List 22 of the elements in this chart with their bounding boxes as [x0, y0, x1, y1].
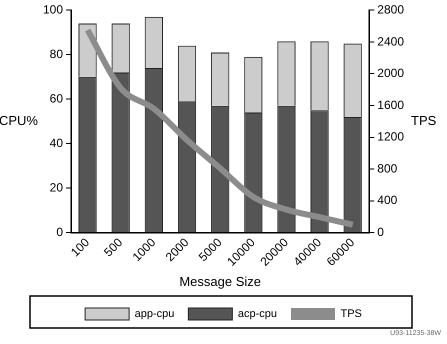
x-axis-title: Message Size [179, 274, 261, 289]
y2-tick-label: 2800 [377, 2, 404, 17]
legend-label: app-cpu [134, 308, 174, 320]
y2-tick-label: 2000 [377, 66, 404, 80]
y-axis-title: CPU% [0, 112, 38, 128]
y2-tick-label: 800 [377, 161, 398, 176]
y-tick-label: 0 [56, 224, 64, 239]
y-tick-label: 100 [42, 2, 64, 17]
y2-tick-label: 0 [377, 224, 384, 239]
y-tick-label: 40 [50, 136, 64, 150]
legend-label: TPS [340, 308, 362, 320]
y-tick-label: 60 [50, 91, 64, 106]
y-tick-label: 20 [50, 180, 64, 194]
y2-tick-label: 2400 [377, 34, 404, 48]
y2-tick-label: 400 [377, 193, 398, 208]
legend-label: acp-cpu [238, 308, 278, 320]
x-tick-label: 100 [68, 235, 92, 260]
y2-tick-label: 1600 [377, 98, 404, 112]
x-tick-label: 500 [101, 235, 126, 260]
y2-tick-label: 1200 [377, 130, 404, 144]
y-tick-label: 80 [50, 46, 64, 61]
y2-axis-title: TPS [411, 112, 437, 128]
